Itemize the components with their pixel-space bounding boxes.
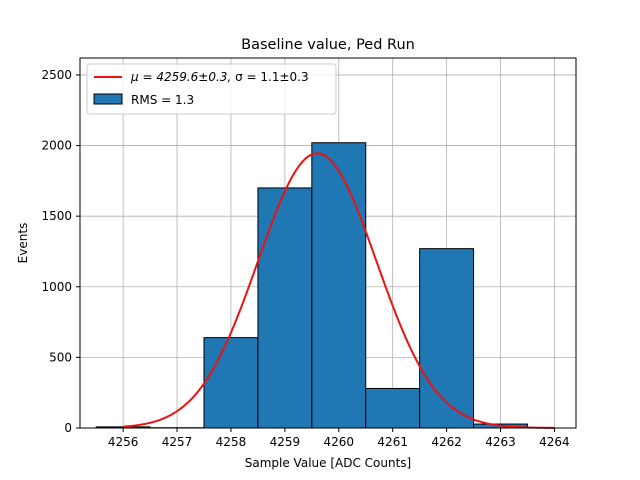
- x-tick-label: 4258: [216, 435, 247, 449]
- y-tick-label: 2500: [41, 68, 72, 82]
- histogram-bar: [365, 387, 421, 429]
- y-axis-label: Events: [16, 223, 30, 264]
- x-tick-label: 4261: [377, 435, 408, 449]
- chart-title: Baseline value, Ped Run: [241, 37, 415, 53]
- legend-rms-patch: [93, 93, 123, 105]
- x-tick-label: 4259: [270, 435, 301, 449]
- x-tick-label: 4257: [162, 435, 193, 449]
- histogram-bar: [203, 337, 259, 429]
- x-axis-label: Sample Value [ADC Counts]: [245, 456, 411, 470]
- y-tick-label: 500: [49, 350, 72, 364]
- x-tick-label: 4260: [324, 435, 355, 449]
- histogram-bar: [257, 187, 313, 429]
- histogram-bars: [95, 142, 528, 429]
- x-tick-label: 4262: [431, 435, 462, 449]
- x-tick-label: 4264: [539, 435, 570, 449]
- y-axis-ticks: 0 500 1000 1500 2000 2500: [41, 68, 80, 435]
- histogram-bar: [419, 248, 475, 429]
- x-tick-label: 4263: [485, 435, 516, 449]
- legend: μ = 4259.6±0.3, σ = 1.1±0.3 RMS = 1.3: [86, 63, 337, 115]
- legend-box: [86, 63, 337, 115]
- y-tick-label: 2000: [41, 139, 72, 153]
- plot-frame: [79, 57, 577, 429]
- legend-rms-label: RMS = 1.3: [131, 93, 194, 107]
- y-tick-label: 1000: [41, 280, 72, 294]
- y-tick-label: 0: [64, 421, 72, 435]
- x-tick-label: 4256: [108, 435, 139, 449]
- x-axis-ticks: 4256 4257 4258 4259 4260 4261 4262 4263 4264: [108, 428, 570, 449]
- histogram-bar: [311, 142, 367, 429]
- gaussian-fit-curve: [123, 152, 555, 429]
- legend-fit-label: μ = 4259.6±0.3, σ = 1.1±0.3: [130, 70, 309, 84]
- y-tick-label: 1500: [41, 209, 72, 223]
